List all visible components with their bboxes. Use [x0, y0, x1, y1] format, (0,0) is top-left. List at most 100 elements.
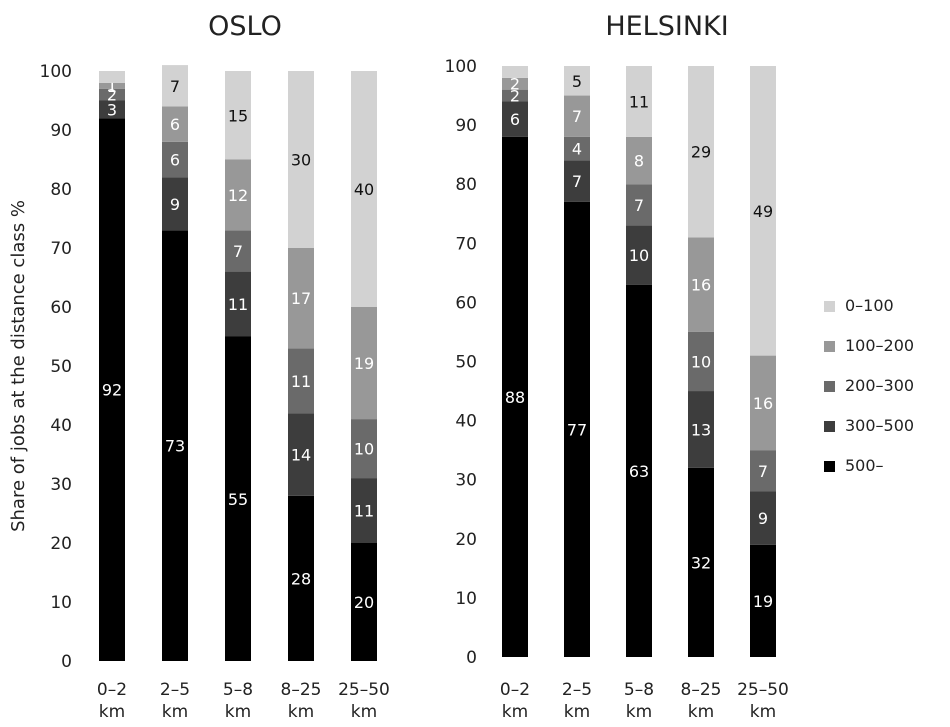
data-label-oslo-4-1: 11 [354, 502, 374, 521]
bar-segment-oslo-1-1 [162, 177, 188, 231]
bar-segment-helsinki-0-3 [502, 77, 528, 90]
y-tick-helsinki-60: 60 [455, 293, 477, 313]
y-tick-oslo-20: 20 [50, 534, 72, 554]
category-unit-helsinki-0: km [502, 702, 528, 722]
bar-segment-oslo-4-1 [351, 478, 377, 543]
data-label-oslo-3-2: 11 [291, 372, 311, 391]
category-unit-helsinki-2: km [626, 702, 652, 722]
data-label-helsinki-4-4: 49 [753, 202, 773, 221]
bar-segment-helsinki-3-3 [688, 237, 714, 332]
data-label-helsinki-1-4: 5 [572, 72, 582, 91]
data-label-oslo-3-1: 14 [291, 446, 311, 465]
data-label-helsinki-4-3: 16 [753, 394, 773, 413]
bar-segment-oslo-4-2 [351, 419, 377, 479]
bar-segment-helsinki-4-2 [750, 450, 776, 492]
bar-segment-helsinki-3-1 [688, 391, 714, 468]
data-label-oslo-3-0: 28 [291, 569, 311, 588]
y-tick-helsinki-30: 30 [455, 471, 477, 491]
legend-label-2: 200–300 [845, 376, 914, 395]
data-label-helsinki-0-0: 88 [505, 388, 525, 407]
category-label-helsinki-1: 2–5 [562, 680, 592, 700]
bar-segment-helsinki-1-2 [564, 136, 590, 161]
data-label-oslo-4-0: 20 [354, 593, 374, 612]
data-label-oslo-2-1: 11 [228, 295, 248, 314]
y-tick-helsinki-80: 80 [455, 175, 477, 195]
data-label-helsinki-3-2: 10 [691, 353, 711, 372]
bar-segment-helsinki-0-0 [502, 136, 528, 658]
panel-title-oslo: OSLO [208, 11, 282, 42]
y-tick-oslo-30: 30 [50, 475, 72, 495]
data-label-helsinki-4-2: 7 [758, 462, 768, 481]
y-axis-label: Share of jobs at the distance class % [8, 200, 29, 532]
y-tick-helsinki-20: 20 [455, 530, 477, 550]
category-unit-helsinki-3: km [688, 702, 714, 722]
bar-segment-oslo-3-3 [288, 248, 314, 349]
data-label-oslo-4-2: 10 [354, 440, 374, 459]
bar-segment-oslo-3-2 [288, 348, 314, 414]
y-tick-oslo-50: 50 [50, 357, 72, 377]
legend-swatch-3 [824, 421, 835, 432]
bar-segment-oslo-4-4 [351, 71, 377, 307]
bar-segment-oslo-0-1 [99, 100, 125, 119]
y-tick-oslo-100: 100 [40, 62, 72, 82]
data-label-oslo-1-1: 9 [170, 195, 180, 214]
legend-label-0: 0–100 [845, 296, 894, 315]
data-label-oslo-3-3: 17 [291, 289, 311, 308]
bar-segment-helsinki-4-4 [750, 66, 776, 356]
bar-segment-oslo-3-4 [288, 71, 314, 248]
data-label-oslo-0-2: 2 [107, 86, 117, 105]
y-tick-oslo-90: 90 [50, 121, 72, 141]
category-unit-oslo-3: km [288, 702, 314, 722]
bar-segment-helsinki-2-3 [626, 136, 652, 185]
category-label-helsinki-3: 8–25 [681, 680, 722, 700]
bar-segment-helsinki-3-4 [688, 66, 714, 238]
y-tick-oslo-10: 10 [50, 593, 72, 613]
data-label-oslo-2-2: 7 [233, 242, 243, 261]
data-label-helsinki-4-1: 9 [758, 509, 768, 528]
data-label-oslo-2-0: 55 [228, 490, 248, 509]
bar-segment-helsinki-3-2 [688, 331, 714, 392]
y-tick-helsinki-100: 100 [445, 57, 477, 77]
legend-swatch-2 [824, 381, 835, 392]
bar-segment-oslo-0-0 [99, 118, 125, 661]
bar-segment-helsinki-1-0 [564, 201, 590, 657]
data-label-helsinki-1-1: 7 [572, 172, 582, 191]
y-tick-helsinki-40: 40 [455, 412, 477, 432]
y-tick-helsinki-50: 50 [455, 353, 477, 373]
y-tick-oslo-60: 60 [50, 298, 72, 318]
data-label-oslo-4-3: 19 [354, 354, 374, 373]
bar-segment-oslo-0-2 [99, 88, 125, 101]
bar-segment-helsinki-2-4 [626, 66, 652, 137]
data-label-helsinki-2-2: 7 [634, 196, 644, 215]
data-label-oslo-1-0: 73 [165, 437, 185, 456]
data-label-oslo-2-4: 15 [228, 106, 248, 125]
category-label-helsinki-2: 5–8 [624, 680, 654, 700]
data-label-oslo-1-3: 6 [170, 115, 180, 134]
data-label-helsinki-2-0: 63 [629, 462, 649, 481]
bar-segment-oslo-2-2 [225, 230, 251, 272]
category-unit-oslo-2: km [225, 702, 251, 722]
bar-segment-helsinki-3-0 [688, 467, 714, 657]
bar-segment-helsinki-0-1 [502, 101, 528, 137]
bar-segment-oslo-1-2 [162, 141, 188, 178]
data-label-helsinki-0-2: 2 [510, 87, 520, 106]
data-label-helsinki-1-3: 7 [572, 107, 582, 126]
y-tick-helsinki-10: 10 [455, 589, 477, 609]
y-tick-oslo-80: 80 [50, 180, 72, 200]
category-unit-helsinki-4: km [750, 702, 776, 722]
y-tick-helsinki-0: 0 [466, 648, 477, 668]
data-label-oslo-3-4: 30 [291, 151, 311, 170]
y-tick-oslo-40: 40 [50, 416, 72, 436]
data-label-helsinki-2-3: 8 [634, 152, 644, 171]
y-tick-helsinki-70: 70 [455, 234, 477, 254]
legend-swatch-4 [824, 461, 835, 472]
y-tick-helsinki-90: 90 [455, 116, 477, 136]
data-label-oslo-0-0: 92 [102, 381, 122, 400]
data-label-helsinki-1-0: 77 [567, 420, 587, 439]
bar-segment-helsinki-4-0 [750, 544, 776, 657]
bar-segment-helsinki-4-3 [750, 355, 776, 451]
bar-segment-helsinki-2-2 [626, 184, 652, 226]
y-tick-oslo-0: 0 [61, 652, 72, 672]
